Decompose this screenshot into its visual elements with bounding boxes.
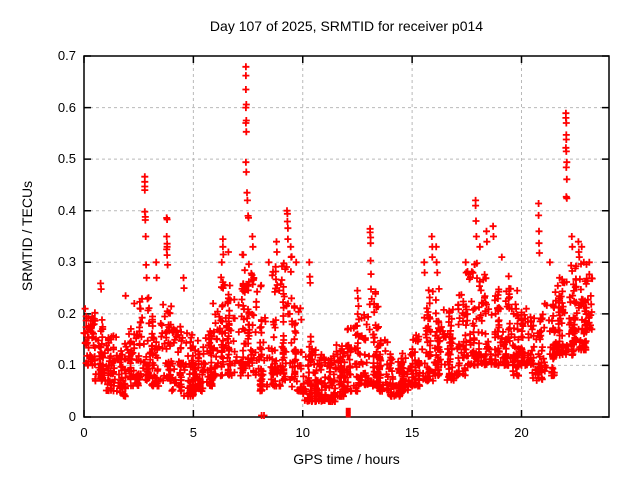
scatter-points [80, 63, 596, 419]
x-tick-label: 15 [404, 425, 420, 440]
x-tick-label: 20 [514, 425, 529, 440]
square-point [345, 407, 351, 413]
x-tick-label: 10 [295, 425, 310, 440]
y-tick-label: 0.5 [57, 151, 76, 167]
x-tick-label: 5 [189, 425, 197, 440]
square-point [345, 412, 351, 418]
y-tick-label: 0.4 [57, 202, 76, 218]
y-tick-label: 0 [68, 409, 76, 424]
y-tick-label: 0.1 [57, 357, 76, 373]
y-tick-label: 0.2 [57, 305, 76, 321]
y-tick-label: 0.7 [57, 48, 76, 63]
x-tick-label: 0 [80, 425, 88, 440]
y-tick-label: 0.3 [57, 254, 76, 270]
y-tick-label: 0.6 [57, 99, 76, 115]
x-axis-label: GPS time / hours [293, 451, 400, 467]
chart-title: Day 107 of 2025, SRMTID for receiver p01… [209, 18, 484, 34]
